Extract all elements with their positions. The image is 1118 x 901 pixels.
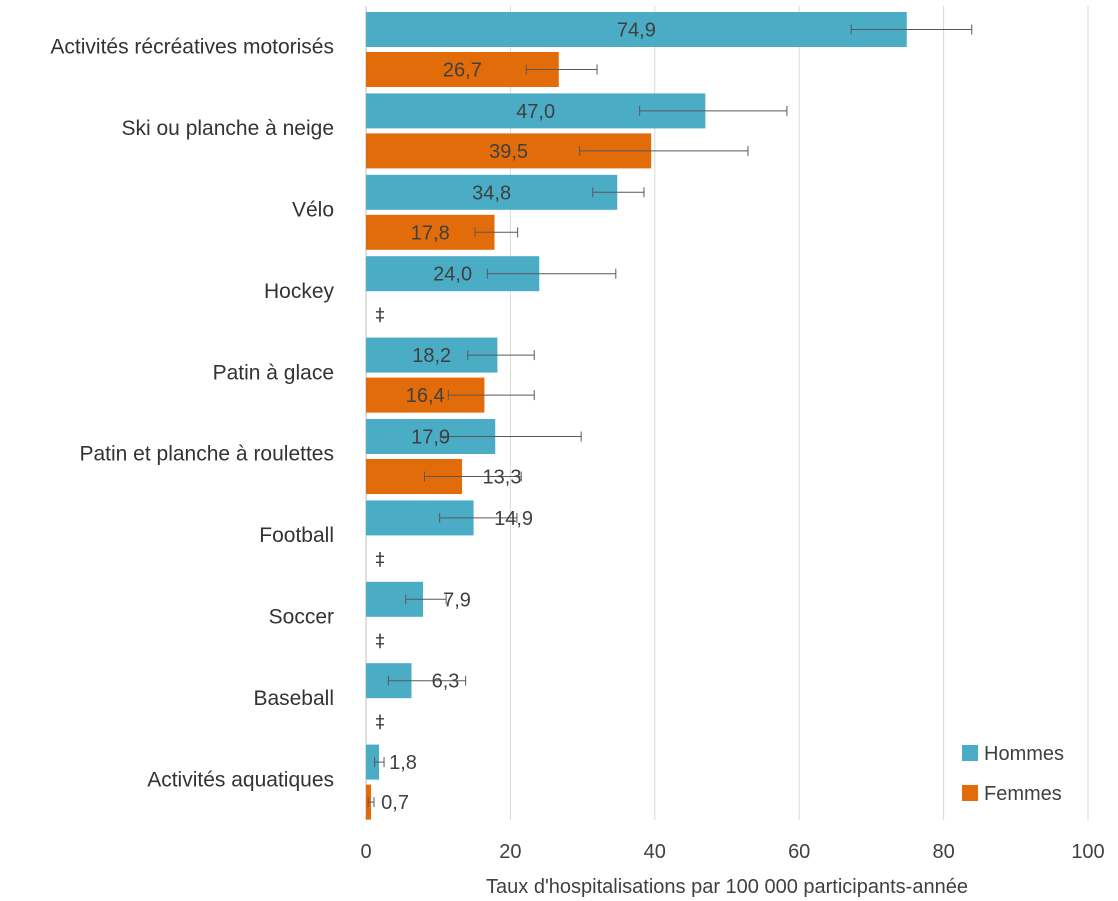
bar-hommes[interactable] — [366, 744, 379, 780]
x-tick-label: 60 — [788, 841, 810, 863]
data-label: 34,8 — [472, 182, 511, 204]
data-label: 39,5 — [489, 141, 528, 163]
category-label: Patin et planche à roulettes — [79, 443, 334, 466]
data-label: 16,4 — [406, 385, 445, 407]
data-label: 7,9 — [443, 589, 471, 611]
data-label: 17,8 — [411, 222, 450, 244]
category-label: Ski ou planche à neige — [122, 117, 335, 140]
data-label: 0,7 — [381, 792, 409, 814]
x-tick-label: 40 — [644, 841, 666, 863]
category-label: Activités aquatiques — [147, 768, 334, 791]
suppressed-marker: ‡ — [376, 712, 385, 733]
data-label: 26,7 — [443, 60, 482, 82]
category-label: Baseball — [253, 687, 334, 710]
bar-hommes[interactable] — [366, 12, 907, 47]
x-axis-title: Taux d'hospitalisations par 100 000 part… — [486, 876, 968, 898]
category-label: Patin à glace — [213, 361, 334, 384]
category-label: Football — [259, 524, 334, 547]
data-label: 6,3 — [432, 671, 460, 693]
data-label: 17,9 — [411, 427, 450, 449]
x-tick-label: 20 — [499, 841, 521, 863]
data-label: 13,3 — [483, 467, 522, 489]
data-label: 1,8 — [389, 752, 417, 774]
legend-swatch-hommes — [962, 745, 978, 761]
data-label: 74,9 — [617, 20, 656, 42]
bar-femmes[interactable] — [366, 214, 495, 250]
suppressed-marker: ‡ — [376, 549, 385, 570]
data-label: 24,0 — [433, 264, 472, 286]
data-label: 47,0 — [516, 101, 555, 123]
legend-swatch-femmes — [962, 785, 978, 801]
x-tick-label: 0 — [360, 841, 371, 863]
legend-label-hommes: Hommes — [984, 743, 1064, 765]
data-label: 18,2 — [412, 345, 451, 367]
legend-label-femmes: Femmes — [984, 783, 1062, 805]
x-tick-label: 100 — [1071, 841, 1104, 863]
bar-hommes[interactable] — [366, 174, 618, 210]
category-label: Activités récréatives motorisés — [50, 36, 334, 59]
suppressed-marker: ‡ — [376, 305, 385, 326]
x-tick-label: 80 — [932, 841, 954, 863]
category-label: Hockey — [264, 280, 335, 303]
category-label: Vélo — [292, 199, 334, 222]
data-label: 14,9 — [494, 508, 533, 530]
category-label: Soccer — [269, 606, 334, 629]
suppressed-marker: ‡ — [376, 630, 385, 651]
